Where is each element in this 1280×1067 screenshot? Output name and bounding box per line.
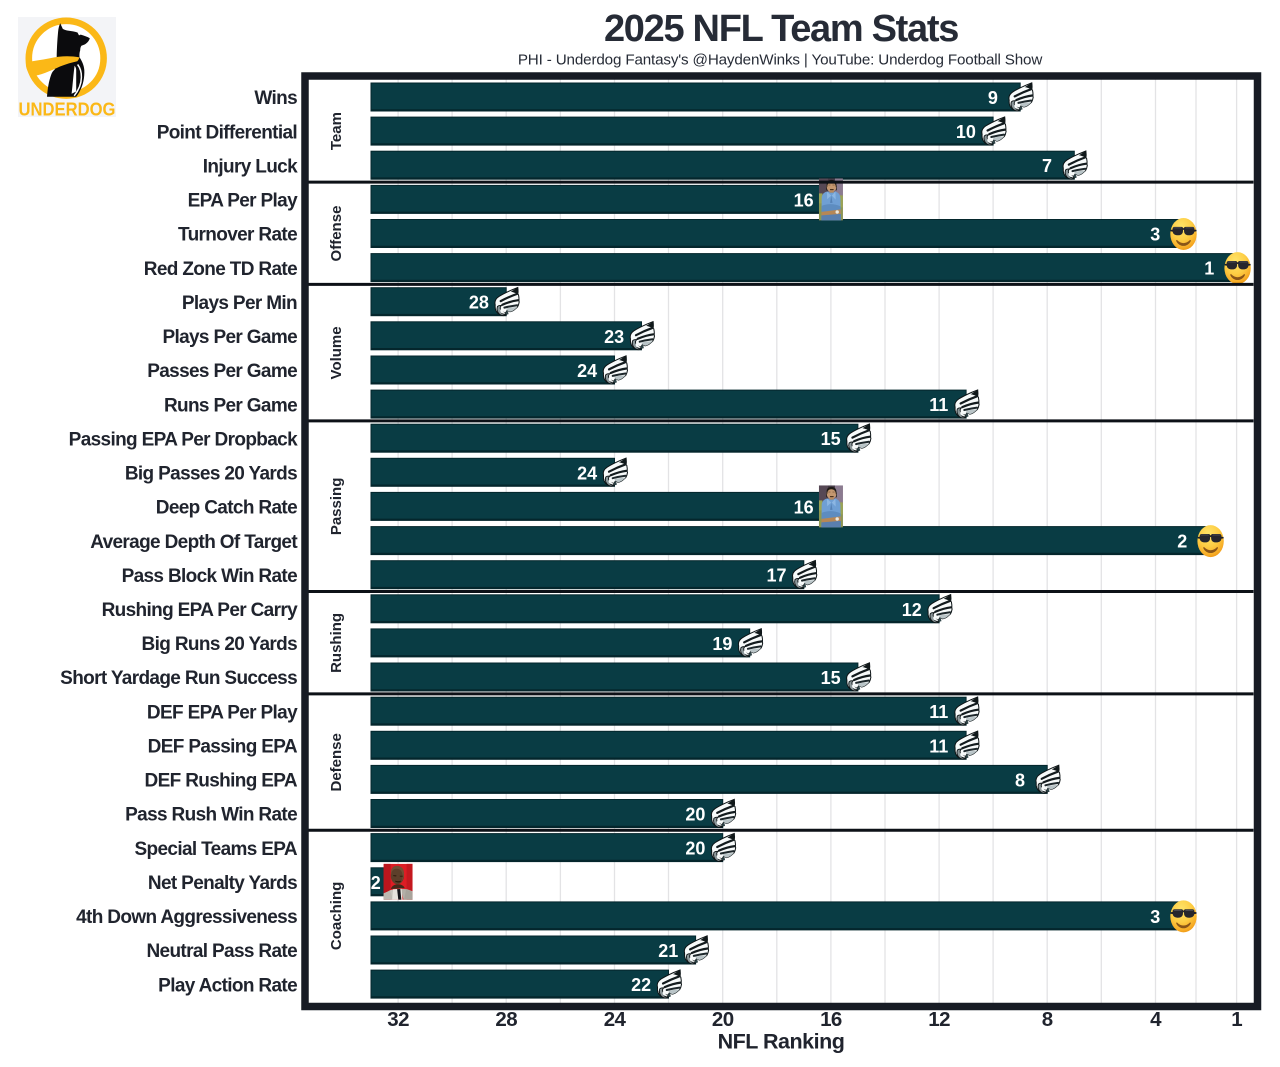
svg-text:24: 24 xyxy=(577,463,597,483)
svg-text:Big Runs 20 Yards: Big Runs 20 Yards xyxy=(142,634,298,655)
svg-text:22: 22 xyxy=(631,975,651,995)
svg-text:EPA Per Play: EPA Per Play xyxy=(188,191,299,212)
svg-text:Wins: Wins xyxy=(254,88,297,109)
svg-text:NFL Ranking: NFL Ranking xyxy=(718,1030,845,1054)
svg-text:1: 1 xyxy=(1204,259,1214,279)
svg-text:Plays Per Min: Plays Per Min xyxy=(182,293,297,314)
svg-text:12: 12 xyxy=(928,1008,950,1031)
svg-text:19: 19 xyxy=(712,634,732,654)
svg-text:11: 11 xyxy=(929,702,948,722)
svg-text:16: 16 xyxy=(794,497,814,517)
svg-text:20: 20 xyxy=(685,839,705,859)
svg-text:1: 1 xyxy=(1231,1008,1242,1031)
svg-text:2025 NFL Team Stats: 2025 NFL Team Stats xyxy=(604,8,958,50)
svg-text:23: 23 xyxy=(604,327,624,347)
svg-text:8: 8 xyxy=(1015,770,1025,790)
svg-text:15: 15 xyxy=(821,429,841,449)
svg-text:28: 28 xyxy=(469,293,489,313)
svg-text:10: 10 xyxy=(956,122,976,142)
svg-text:Big Passes 20 Yards: Big Passes 20 Yards xyxy=(125,464,297,485)
svg-text:8: 8 xyxy=(1042,1008,1053,1031)
svg-text:Short Yardage Run Success: Short Yardage Run Success xyxy=(60,668,297,689)
svg-text:32: 32 xyxy=(361,873,381,893)
svg-text:3: 3 xyxy=(1150,225,1160,245)
svg-text:24: 24 xyxy=(604,1008,627,1031)
svg-text:Deep Catch Rate: Deep Catch Rate xyxy=(156,498,297,519)
svg-text:Red Zone TD Rate: Red Zone TD Rate xyxy=(144,259,297,280)
svg-text:DEF Passing EPA: DEF Passing EPA xyxy=(148,737,298,758)
svg-text:Passes Per Game: Passes Per Game xyxy=(147,361,297,382)
svg-text:Offense: Offense xyxy=(328,206,345,262)
svg-text:Volume: Volume xyxy=(328,326,345,379)
svg-text:Point Differential: Point Differential xyxy=(157,122,297,143)
svg-text:15: 15 xyxy=(821,668,841,688)
svg-text:17: 17 xyxy=(766,566,786,586)
svg-text:4: 4 xyxy=(1150,1008,1162,1031)
svg-text:DEF Rushing EPA: DEF Rushing EPA xyxy=(145,771,298,792)
svg-text:24: 24 xyxy=(577,361,597,381)
svg-text:16: 16 xyxy=(794,190,814,210)
svg-text:9: 9 xyxy=(988,88,998,108)
svg-text:Turnover Rate: Turnover Rate xyxy=(178,225,297,246)
svg-text:20: 20 xyxy=(685,805,705,825)
svg-text:32: 32 xyxy=(387,1008,409,1031)
svg-text:11: 11 xyxy=(929,395,948,415)
svg-text:PHI - Underdog Fantasy's @Hayd: PHI - Underdog Fantasy's @HaydenWinks | … xyxy=(518,52,1043,69)
svg-text:Rushing: Rushing xyxy=(328,613,345,673)
svg-text:20: 20 xyxy=(712,1008,734,1031)
svg-text:7: 7 xyxy=(1042,156,1052,176)
svg-text:Defense: Defense xyxy=(328,733,345,791)
svg-text:4th Down Aggressiveness: 4th Down Aggressiveness xyxy=(76,907,297,928)
svg-text:2: 2 xyxy=(1177,532,1187,552)
svg-text:Runs Per Game: Runs Per Game xyxy=(164,395,297,416)
svg-text:Pass Rush Win Rate: Pass Rush Win Rate xyxy=(125,805,297,826)
svg-text:UNDERDOG: UNDERDOG xyxy=(19,100,116,120)
svg-text:Plays Per Game: Plays Per Game xyxy=(162,327,297,348)
svg-text:11: 11 xyxy=(929,736,948,756)
svg-text:28: 28 xyxy=(495,1008,517,1031)
svg-text:Pass Block Win Rate: Pass Block Win Rate xyxy=(122,566,298,587)
svg-text:Injury Luck: Injury Luck xyxy=(203,156,298,177)
svg-text:Average Depth Of Target: Average Depth Of Target xyxy=(90,532,298,553)
svg-text:Team: Team xyxy=(328,112,345,150)
svg-text:Play Action Rate: Play Action Rate xyxy=(158,975,297,996)
svg-text:21: 21 xyxy=(658,941,678,961)
svg-text:16: 16 xyxy=(820,1008,842,1031)
svg-text:Coaching: Coaching xyxy=(328,882,345,950)
svg-text:Passing EPA Per Dropback: Passing EPA Per Dropback xyxy=(69,429,298,450)
svg-text:Net Penalty Yards: Net Penalty Yards xyxy=(148,873,297,894)
svg-text:3: 3 xyxy=(1150,907,1160,927)
svg-text:Special Teams EPA: Special Teams EPA xyxy=(135,839,298,860)
svg-text:Neutral Pass Rate: Neutral Pass Rate xyxy=(146,941,297,962)
svg-text:DEF EPA Per Play: DEF EPA Per Play xyxy=(147,702,298,723)
svg-text:12: 12 xyxy=(902,600,922,620)
svg-text:Rushing EPA Per Carry: Rushing EPA Per Carry xyxy=(102,600,298,621)
svg-text:Passing: Passing xyxy=(328,478,345,536)
